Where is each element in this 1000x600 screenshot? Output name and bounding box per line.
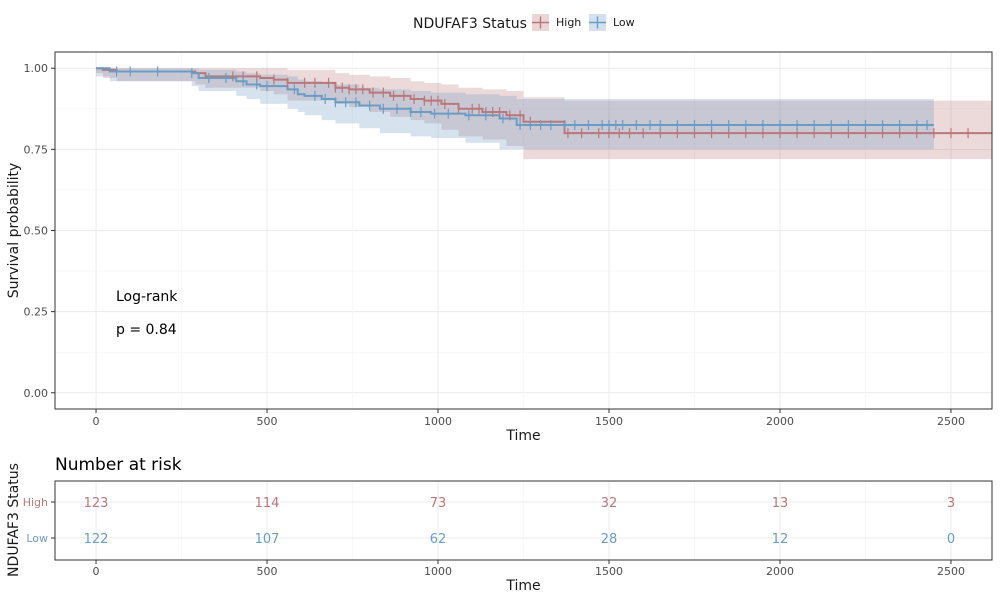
risk-x-axis-title: Time [505,578,540,594]
km-x-ticks: 0 500 1000 1500 2000 2500 [93,409,965,428]
risk-y-ticks: High Low [23,496,55,545]
km-survival-curves [96,67,992,135]
logrank-pvalue: p = 0.84 [116,322,177,338]
risk-grid [55,481,992,560]
km-x-axis-title: Time [505,428,540,444]
risk-value-low: 122 [84,532,109,547]
x-tick-label: 1000 [424,415,452,428]
legend-title: NDUFAF3 Status [413,16,527,32]
risk-value-high: 73 [430,496,447,511]
legend-entry-low: Low [589,14,635,31]
km-plot-panel: 0 500 1000 1500 2000 2500 0.00 0.25 0.50 0.75 1.0… [6,51,993,444]
risk-x-tick-label: 500 [257,565,278,578]
x-tick-label: 0 [93,415,100,428]
risk-x-tick-label: 1500 [595,565,623,578]
y-tick-label: 0.25 [24,306,49,319]
km-y-ticks: 0.00 0.25 0.50 0.75 1.00 [24,62,55,400]
risk-value-low: 107 [255,532,280,547]
legend-entry-high: High [532,14,581,31]
risk-x-tick-label: 0 [93,565,100,578]
risk-row-label-high: High [23,496,48,509]
km-grid [55,52,992,409]
risk-values: 123 114 73 32 13 3 122 107 62 28 12 0 [84,496,955,547]
risk-value-low: 28 [601,532,618,547]
survival-curve-high [96,67,992,135]
risk-value-low: 0 [947,532,955,547]
ci-band-low [96,68,934,150]
ci-band-high [96,68,992,160]
risk-value-high: 3 [947,496,955,511]
km-confidence-bands [96,68,992,160]
legend-label-high: High [556,16,581,29]
risk-x-tick-label: 2000 [766,565,794,578]
survival-curve-low [96,67,934,127]
risk-value-high: 13 [772,496,789,511]
y-tick-label: 0.50 [24,225,49,238]
risk-x-ticks: 0 500 1000 1500 2000 2500 [93,560,965,578]
risk-value-high: 32 [601,496,618,511]
risk-value-high: 123 [84,496,109,511]
y-tick-label: 0.75 [24,143,49,156]
legend-label-low: Low [613,16,635,29]
x-tick-label: 500 [257,415,278,428]
x-tick-label: 2000 [766,415,794,428]
km-censor-marks [115,66,969,139]
legend: NDUFAF3 Status High Low [413,14,635,32]
risk-table-border [54,480,993,561]
logrank-label: Log-rank [116,289,178,305]
y-tick-label: 1.00 [24,62,49,75]
risk-value-low: 12 [772,532,789,547]
km-y-axis-title: Survival probability [6,163,22,299]
x-tick-label: 2500 [937,415,965,428]
x-tick-label: 1500 [595,415,623,428]
risk-y-axis-title: NDUFAF3 Status [6,463,22,577]
risk-row-label-low: Low [26,532,48,545]
risk-table-title: Number at risk [55,455,182,475]
risk-x-tick-label: 2500 [937,565,965,578]
y-tick-label: 0.00 [24,387,49,400]
risk-value-low: 62 [430,532,447,547]
risk-x-tick-label: 1000 [424,565,452,578]
risk-value-high: 114 [255,496,280,511]
